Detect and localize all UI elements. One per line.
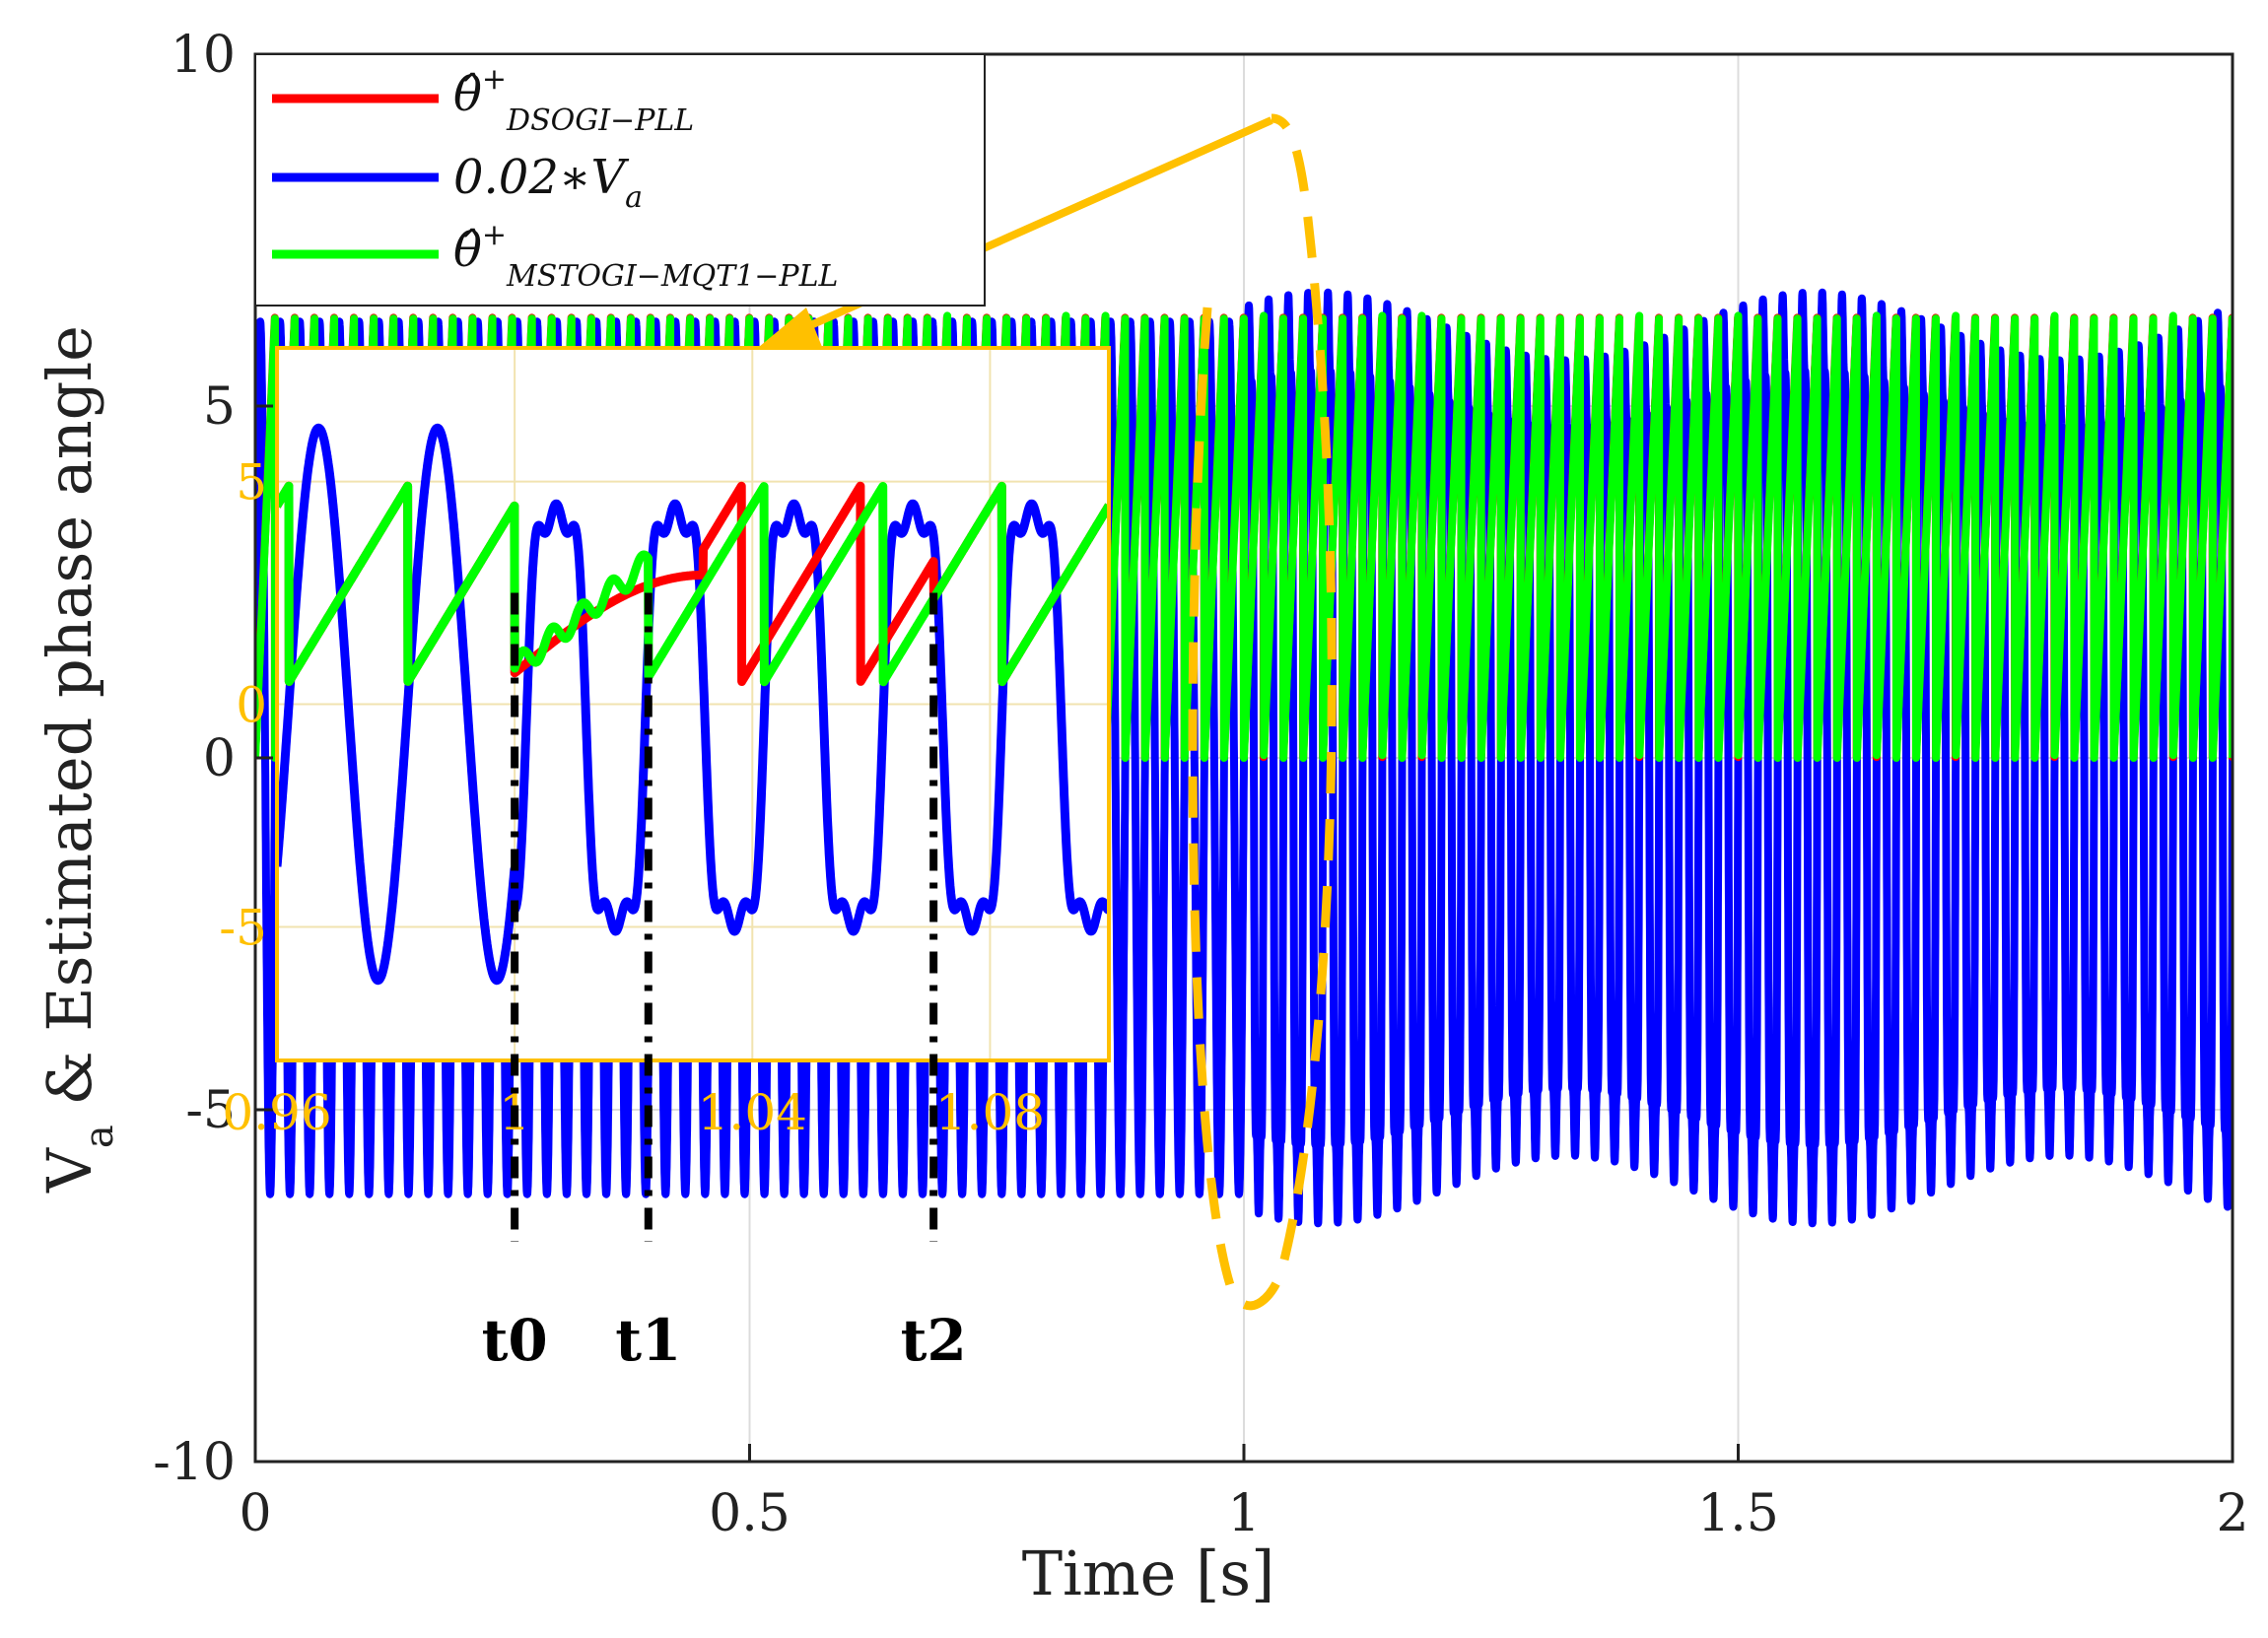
- inset-tick-labels: 0.9611.041.08-505: [219, 454, 1045, 1141]
- legend: θ̂+DSOGI−PLL 0.02∗Va θ̂+MSTOGI−MQT1−PLL: [254, 53, 986, 307]
- x-tick-label: 0.5: [709, 1484, 790, 1543]
- legend-red-symbol: θ̂: [453, 67, 482, 122]
- legend-label-blue: 0.02∗Va: [453, 150, 643, 215]
- inset-x-tick-label: 0.96: [222, 1084, 331, 1141]
- x-tick-label: 2: [2216, 1484, 2248, 1543]
- inset-panel: 0.9611.041.08-505: [219, 346, 1111, 1141]
- event-marker-label: t1: [615, 1307, 681, 1374]
- inset-y-tick-label: 0: [236, 677, 267, 734]
- x-axis-ticks: 0 0.5 1 1.5 2: [239, 1444, 2249, 1543]
- event-marker-label: t2: [901, 1307, 967, 1374]
- y-axis-ticks: -10 -5 0 5 10: [153, 26, 273, 1492]
- inset-line-green-mstogi-pll: [277, 481, 1109, 687]
- inset-y-tick-label: -5: [219, 899, 267, 956]
- x-tick-label: 1.5: [1697, 1484, 1779, 1543]
- x-axis-label: Time [s]: [1022, 1537, 1275, 1609]
- y-tick-label: -5: [185, 1081, 236, 1140]
- legend-label-green: θ̂+ MSTOGI−MQT1−PLL: [453, 218, 838, 294]
- legend-label-red: θ̂+ DSOGI−PLL: [453, 62, 694, 138]
- inset-plot-area: [277, 423, 1109, 986]
- x-tick-label: 0: [239, 1484, 271, 1543]
- zoom-arrow-head: [759, 307, 822, 347]
- y-tick-label: -10: [153, 1433, 236, 1492]
- y-tick-label: 0: [203, 729, 236, 788]
- inset-y-tick-label: 5: [236, 454, 267, 512]
- y-axis-label: Va & Estimated phase angle: [34, 325, 122, 1194]
- legend-green-sup: +: [482, 218, 507, 252]
- legend-green-symbol: θ̂: [453, 223, 482, 278]
- legend-green-sub: MSTOGI−MQT1−PLL: [506, 259, 838, 294]
- inset-x-tick-label: 1.08: [935, 1084, 1045, 1141]
- legend-red-sup: +: [482, 62, 507, 97]
- legend-blue-sub: a: [625, 180, 643, 215]
- y-tick-label: 10: [171, 26, 236, 85]
- y-axis-label-rest: & Estimated phase angle: [34, 325, 105, 1125]
- inset-line-blue-voltage: [277, 423, 1109, 986]
- legend-red-sub: DSOGI−PLL: [506, 103, 694, 138]
- y-tick-label: 5: [203, 377, 236, 437]
- legend-blue-symbol: 0.02∗V: [453, 150, 630, 205]
- event-marker-label: t0: [482, 1307, 548, 1374]
- inset-border: [275, 346, 1111, 1062]
- x-tick-label: 1: [1227, 1484, 1260, 1543]
- y-axis-label-main: V: [34, 1147, 105, 1194]
- zoom-region-ellipse: [1188, 113, 1337, 1311]
- event-markers: t0 t1 t2: [482, 592, 967, 1374]
- y-axis-label-subscript: a: [77, 1125, 122, 1148]
- inset-x-tick-label: 1.04: [698, 1084, 807, 1141]
